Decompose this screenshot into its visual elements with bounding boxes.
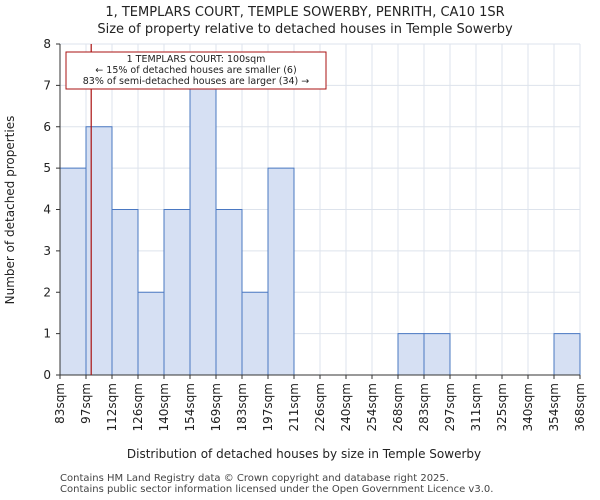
- x-tick-label: 297sqm: [443, 383, 457, 431]
- y-tick-label: 1: [43, 327, 51, 341]
- x-tick-label: 283sqm: [417, 383, 431, 431]
- x-tick-label: 354sqm: [547, 383, 561, 431]
- x-tick-label: 226sqm: [313, 383, 327, 431]
- y-tick-label: 0: [43, 368, 51, 382]
- y-tick-label: 2: [43, 285, 51, 299]
- x-tick-label: 83sqm: [53, 383, 67, 424]
- bar: [267, 167, 295, 376]
- annotation-line-1: 1 TEMPLARS COURT: 100sqm: [127, 54, 266, 65]
- x-tick-label: 97sqm: [79, 383, 93, 424]
- bars: [59, 84, 581, 376]
- x-tick-label: 183sqm: [235, 383, 249, 431]
- y-tick-label: 8: [43, 37, 51, 51]
- x-tick-label: 197sqm: [261, 383, 275, 431]
- x-axis-label: Distribution of detached houses by size …: [127, 447, 481, 461]
- x-tick-label: 325sqm: [495, 383, 509, 431]
- x-tick-label: 311sqm: [469, 383, 483, 431]
- axes: 0 1 2 3 4 5 6 7 8 83sqm 97sqm 112sqm 126sqm 140sqm 154…: [43, 37, 587, 431]
- annotation: 1 TEMPLARS COURT: 100sqm ← 15% of detach…: [65, 51, 327, 90]
- bar: [189, 84, 217, 376]
- annotation-line-3: 83% of semi-detached houses are larger (…: [83, 76, 310, 87]
- footer-line-1: Contains HM Land Registry data © Crown c…: [60, 473, 449, 484]
- x-tick-label: 240sqm: [339, 383, 353, 431]
- y-tick-label: 3: [43, 244, 51, 258]
- x-tick-label: 126sqm: [131, 383, 145, 431]
- bar: [423, 333, 451, 376]
- x-tick-label: 368sqm: [573, 383, 587, 431]
- bar: [215, 209, 243, 376]
- y-tick-label: 7: [43, 78, 51, 92]
- footer-line-2: Contains public sector information licen…: [60, 484, 494, 495]
- x-tick-label: 112sqm: [105, 383, 119, 431]
- bar: [59, 167, 87, 376]
- y-tick-label: 6: [43, 120, 51, 134]
- x-tick-label: 169sqm: [209, 383, 223, 431]
- annotation-line-2: ← 15% of detached houses are smaller (6): [95, 65, 296, 76]
- x-tick-label: 211sqm: [287, 383, 301, 431]
- chart-title: 1, TEMPLARS COURT, TEMPLE SOWERBY, PENRI…: [105, 5, 504, 20]
- bar: [397, 333, 425, 376]
- bar: [85, 126, 113, 376]
- y-tick-label: 4: [43, 203, 51, 217]
- annotation-box: [65, 51, 327, 90]
- x-tick-label: 268sqm: [391, 383, 405, 431]
- x-tick-label: 154sqm: [183, 383, 197, 431]
- chart-subtitle: Size of property relative to detached ho…: [97, 22, 513, 37]
- bar: [137, 291, 165, 376]
- bar: [241, 291, 269, 376]
- bar: [111, 209, 139, 376]
- x-tick-label: 340sqm: [521, 383, 535, 431]
- bar: [163, 209, 191, 376]
- x-tick-label: 254sqm: [365, 383, 379, 431]
- y-axis-label: Number of detached properties: [3, 116, 17, 305]
- bar: [553, 333, 581, 376]
- y-tick-label: 5: [43, 161, 51, 175]
- x-tick-label: 140sqm: [157, 383, 171, 431]
